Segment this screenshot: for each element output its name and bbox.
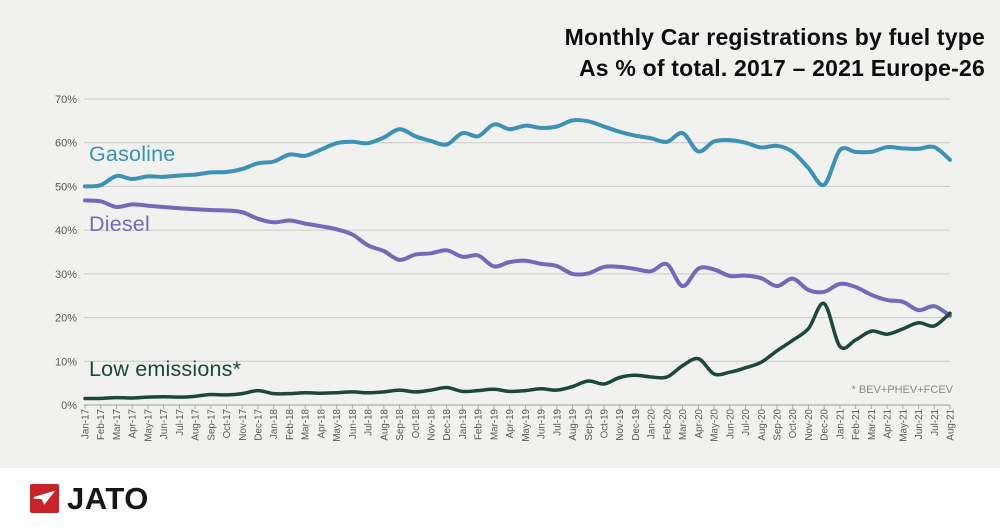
jato-logo-mark — [30, 484, 59, 513]
chart-title-line2: As % of total. 2017 – 2021 Europe-26 — [578, 55, 985, 81]
x-axis-tick-label: Mar-19 — [489, 409, 500, 440]
x-axis-tick-label: Apr-20 — [694, 408, 705, 438]
x-axis-tick-label: Dec-17 — [254, 409, 265, 441]
x-axis-tick-label: Apr-19 — [505, 409, 516, 438]
footnote: * BEV+PHEV+FCEV — [851, 384, 954, 396]
jato-arrow-icon — [33, 490, 56, 505]
x-axis-tick-label: Jul-21 — [930, 409, 941, 436]
x-axis-tick-label: Aug-20 — [757, 408, 768, 440]
x-axis-tick-label: Aug-21 — [946, 409, 957, 441]
chart-title-line1: Monthly Car registrations by fuel type — [564, 24, 985, 50]
x-axis-tick-label: Oct-19 — [600, 409, 611, 438]
x-axis-tick-label: Mar-20 — [678, 408, 689, 440]
x-axis-tick-label: Feb-19 — [474, 409, 485, 440]
x-axis-tick-label: Aug-17 — [191, 409, 202, 441]
x-axis-tick-label: Sep-17 — [206, 409, 217, 441]
y-axis-tick-label: 70% — [55, 94, 77, 106]
series-label-diesel: Diesel — [89, 212, 150, 236]
x-axis-tick-label: Nov-20 — [804, 408, 815, 440]
y-axis-tick-label: 40% — [55, 225, 77, 237]
x-axis-tick-label: Feb-17 — [96, 409, 107, 440]
x-axis-tick-label: Sep-19 — [584, 409, 595, 441]
x-axis-tick-label: Jul-17 — [175, 409, 186, 436]
chart-panel: 0% 10% 20% 30% 40% 50% 60% 70% Jan-17 Feb-17 Mar-1… — [0, 0, 1000, 468]
chart-title: Monthly Car registrations by fuel type A… — [565, 22, 985, 84]
x-axis-tick-label: Jun-21 — [914, 409, 925, 439]
jato-logo: JATO — [30, 481, 149, 516]
y-axis-tick-label: 10% — [55, 356, 77, 368]
x-axis-tick-label: Aug-19 — [568, 409, 579, 441]
x-axis-tick-label: Dec-20 — [820, 408, 831, 440]
series-line-low-emissions — [83, 301, 952, 401]
x-axis-tick-label: Feb-21 — [851, 409, 862, 440]
chart-canvas: 0% 10% 20% 30% 40% 50% 60% 70% Jan-17 Feb-17 Mar-1… — [55, 94, 957, 442]
x-axis-tick-label: Mar-21 — [867, 409, 878, 440]
x-axis-tick-label: Oct-17 — [222, 409, 233, 438]
footer: JATO — [0, 468, 1000, 531]
x-axis-tick-label: Sep-20 — [773, 408, 784, 440]
jato-logo-text: JATO — [67, 481, 149, 516]
x-axis-tick-label: Jan-17 — [81, 409, 92, 439]
x-axis-tick-label: Jul-19 — [552, 409, 563, 436]
x-axis-tick-label: Jul-20 — [741, 408, 752, 435]
x-axis-tick-label: Sep-18 — [395, 408, 406, 440]
series-label-gasoline: Gasoline — [89, 142, 176, 166]
series-label-low-emissions: Low emissions* — [89, 357, 242, 381]
x-axis-tick-label: Mar-17 — [112, 409, 123, 440]
x-axis-tick-label: Oct-20 — [788, 408, 799, 438]
x-axis-tick-label: Nov-19 — [615, 409, 626, 441]
x-axis-tick-label: Jun-19 — [537, 409, 548, 439]
series-line-gasoline — [83, 118, 952, 189]
x-axis-tick-label: Apr-18 — [316, 408, 327, 438]
y-axis-tick-label: 60% — [55, 138, 77, 150]
y-axis-tick-label: 0% — [61, 400, 77, 412]
x-axis-tick-label: Nov-18 — [427, 408, 438, 440]
x-axis-tick-label: Jun-17 — [159, 409, 170, 439]
x-axis-tick-label: Apr-17 — [128, 409, 139, 438]
x-axis-tick-label: Feb-20 — [662, 408, 673, 440]
x-axis-tick-label: Nov-17 — [238, 409, 249, 441]
x-axis-tick-label: Jan-21 — [835, 409, 846, 439]
x-axis-tick-label: Apr-21 — [883, 409, 894, 438]
x-axis-tick-label: May-17 — [143, 409, 154, 442]
x-axis-tick-label: May-19 — [521, 409, 532, 442]
x-axis-tick-label: Dec-18 — [442, 408, 453, 440]
series-line-diesel — [83, 198, 952, 318]
x-axis-tick-label: Dec-19 — [631, 409, 642, 441]
y-axis-tick-label: 20% — [55, 313, 77, 325]
x-axis-tick-label: Mar-18 — [301, 408, 312, 440]
x-axis-tick-label: Jun-20 — [725, 408, 736, 439]
x-axis-tick-label: May-18 — [332, 408, 343, 441]
x-axis-tick-label: Jul-18 — [364, 408, 375, 435]
x-axis-tick-label: Jan-20 — [647, 408, 658, 439]
x-axis-tick-label: May-21 — [898, 409, 909, 442]
x-axis-tick-label: Feb-18 — [285, 408, 296, 440]
y-axis-tick-label: 50% — [55, 181, 77, 193]
x-axis-tick-label: Jan-19 — [458, 409, 469, 439]
x-axis-tick-label: May-20 — [710, 408, 721, 441]
x-axis-tick-label: Oct-18 — [411, 408, 422, 438]
x-axis-tick-label: Jun-18 — [348, 408, 359, 439]
y-axis-tick-label: 30% — [55, 269, 77, 281]
x-axis-tick-label: Aug-18 — [379, 408, 390, 440]
x-axis-tick-label: Jan-18 — [269, 408, 280, 439]
